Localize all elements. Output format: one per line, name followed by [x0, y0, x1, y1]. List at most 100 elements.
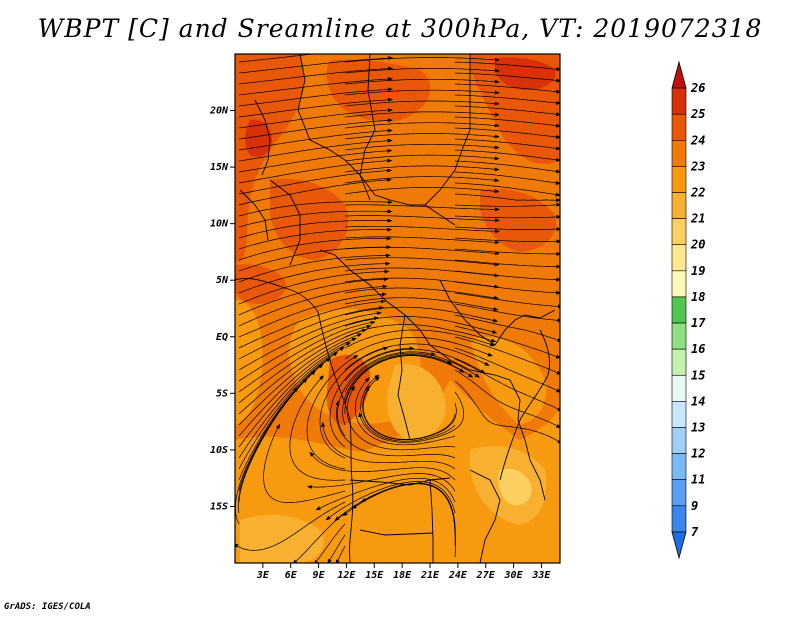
streamline-114 — [238, 357, 332, 481]
streamline-32 — [454, 171, 560, 185]
streamline-98 — [362, 376, 456, 440]
colorbar-swatch — [671, 140, 687, 167]
streamline-6 — [238, 66, 394, 85]
streamline-113 — [321, 421, 456, 470]
streamline-69 — [238, 277, 389, 316]
streamline-27 — [238, 138, 393, 162]
lon-label: 3E — [256, 570, 270, 581]
streamline-104 — [354, 377, 456, 446]
streamline-14 — [454, 105, 560, 117]
streamline-90 — [238, 320, 376, 393]
streamline-112 — [306, 354, 359, 470]
colorbar-swatch — [671, 87, 687, 115]
colorbar-label: 15 — [691, 368, 705, 382]
colorbar-label: 20 — [690, 238, 705, 252]
lon-label: 18E — [393, 570, 412, 581]
colorbar-label: 19 — [691, 264, 705, 278]
streamline-38 — [454, 193, 560, 203]
streamline-50 — [454, 237, 560, 244]
colorbar-swatch — [671, 192, 687, 219]
streamline-53 — [454, 248, 560, 256]
lon-label: 12E — [337, 570, 356, 581]
lon-label: 6E — [285, 570, 298, 581]
colorbar-swatch — [671, 453, 687, 480]
lon-label: 30E — [504, 570, 524, 581]
colorbar-label: 12 — [691, 447, 705, 461]
colorbar-swatch — [671, 322, 687, 350]
streamline-89 — [454, 380, 560, 444]
streamline-5 — [454, 72, 560, 83]
colorbar-label: 11 — [691, 473, 705, 487]
streamline-19 — [344, 122, 500, 129]
shade-24-w — [270, 178, 349, 260]
streamline-133 — [360, 483, 456, 558]
streamline-64 — [344, 287, 499, 300]
streamline-15 — [238, 97, 393, 118]
streamline-31 — [344, 165, 500, 173]
streamline-55 — [344, 257, 500, 267]
colorbar-swatch — [671, 296, 687, 324]
streamline-4 — [344, 68, 500, 74]
streamline-129 — [327, 534, 346, 563]
shade-21-central — [387, 364, 446, 440]
streamline-67 — [344, 297, 499, 312]
border-j — [429, 479, 434, 563]
colorbar-label: 25 — [690, 107, 705, 121]
streamline-75 — [238, 292, 387, 338]
streamline-18 — [238, 108, 393, 129]
lat-label: 10N — [210, 219, 229, 230]
streamline-2 — [454, 61, 560, 72]
streamline-59 — [454, 270, 560, 282]
border-d — [359, 174, 456, 226]
streamline-21 — [238, 118, 393, 140]
streamline-100 — [342, 354, 453, 426]
streamline-48 — [238, 218, 393, 239]
streamline-127 — [313, 523, 346, 563]
streamline-51 — [238, 227, 393, 250]
streamline-49 — [344, 236, 500, 245]
streamlines — [235, 54, 560, 563]
map-title: WBPT [C] and Sreamline at 300hPa, VT: 20… — [37, 14, 763, 43]
colorbar-swatch — [671, 166, 687, 193]
latitude-axis: 20N 15N 10N 5N EQ 5S 10S 15S — [209, 106, 235, 512]
streamline-121 — [235, 501, 346, 551]
streamline-108 — [238, 346, 345, 459]
lon-label: 15E — [365, 570, 384, 581]
streamline-35 — [454, 182, 560, 197]
streamline-92 — [358, 391, 465, 443]
streamline-80 — [454, 347, 560, 393]
grads-credit: GrADS: IGES/COLA — [4, 602, 91, 612]
streamline-30 — [238, 148, 393, 173]
streamline-45 — [238, 209, 393, 228]
colorbar-label: 13 — [691, 420, 705, 434]
streamline-106 — [329, 346, 415, 448]
lon-label: 27E — [476, 570, 496, 581]
streamline-34 — [344, 176, 500, 184]
streamline-86 — [454, 369, 560, 429]
streamline-77 — [454, 336, 560, 375]
temperature-shading — [235, 54, 560, 563]
streamline-13 — [344, 100, 500, 107]
colorbar-under-arrow — [671, 531, 687, 560]
colorbar-label: 7 — [691, 525, 699, 539]
streamline-109 — [319, 346, 389, 459]
streamline-11 — [454, 94, 560, 105]
colorbar-label: 24 — [690, 133, 705, 147]
streamline-107 — [346, 385, 456, 451]
colorbar-swatch — [671, 270, 687, 298]
lat-label: 5N — [216, 275, 229, 286]
streamline-105 — [238, 342, 352, 448]
border-k — [469, 469, 501, 563]
streamline-83 — [454, 358, 560, 412]
streamline-79 — [344, 329, 496, 349]
map-frame — [234, 53, 561, 564]
streamline-81 — [238, 305, 384, 360]
streamline-26 — [454, 149, 560, 162]
streamline-25 — [344, 143, 500, 151]
colorbar-swatch — [671, 244, 687, 272]
streamline-41 — [454, 202, 560, 207]
shade-24-5n — [235, 264, 287, 304]
shade-24-nw — [235, 54, 305, 262]
streamline-131 — [335, 545, 346, 563]
